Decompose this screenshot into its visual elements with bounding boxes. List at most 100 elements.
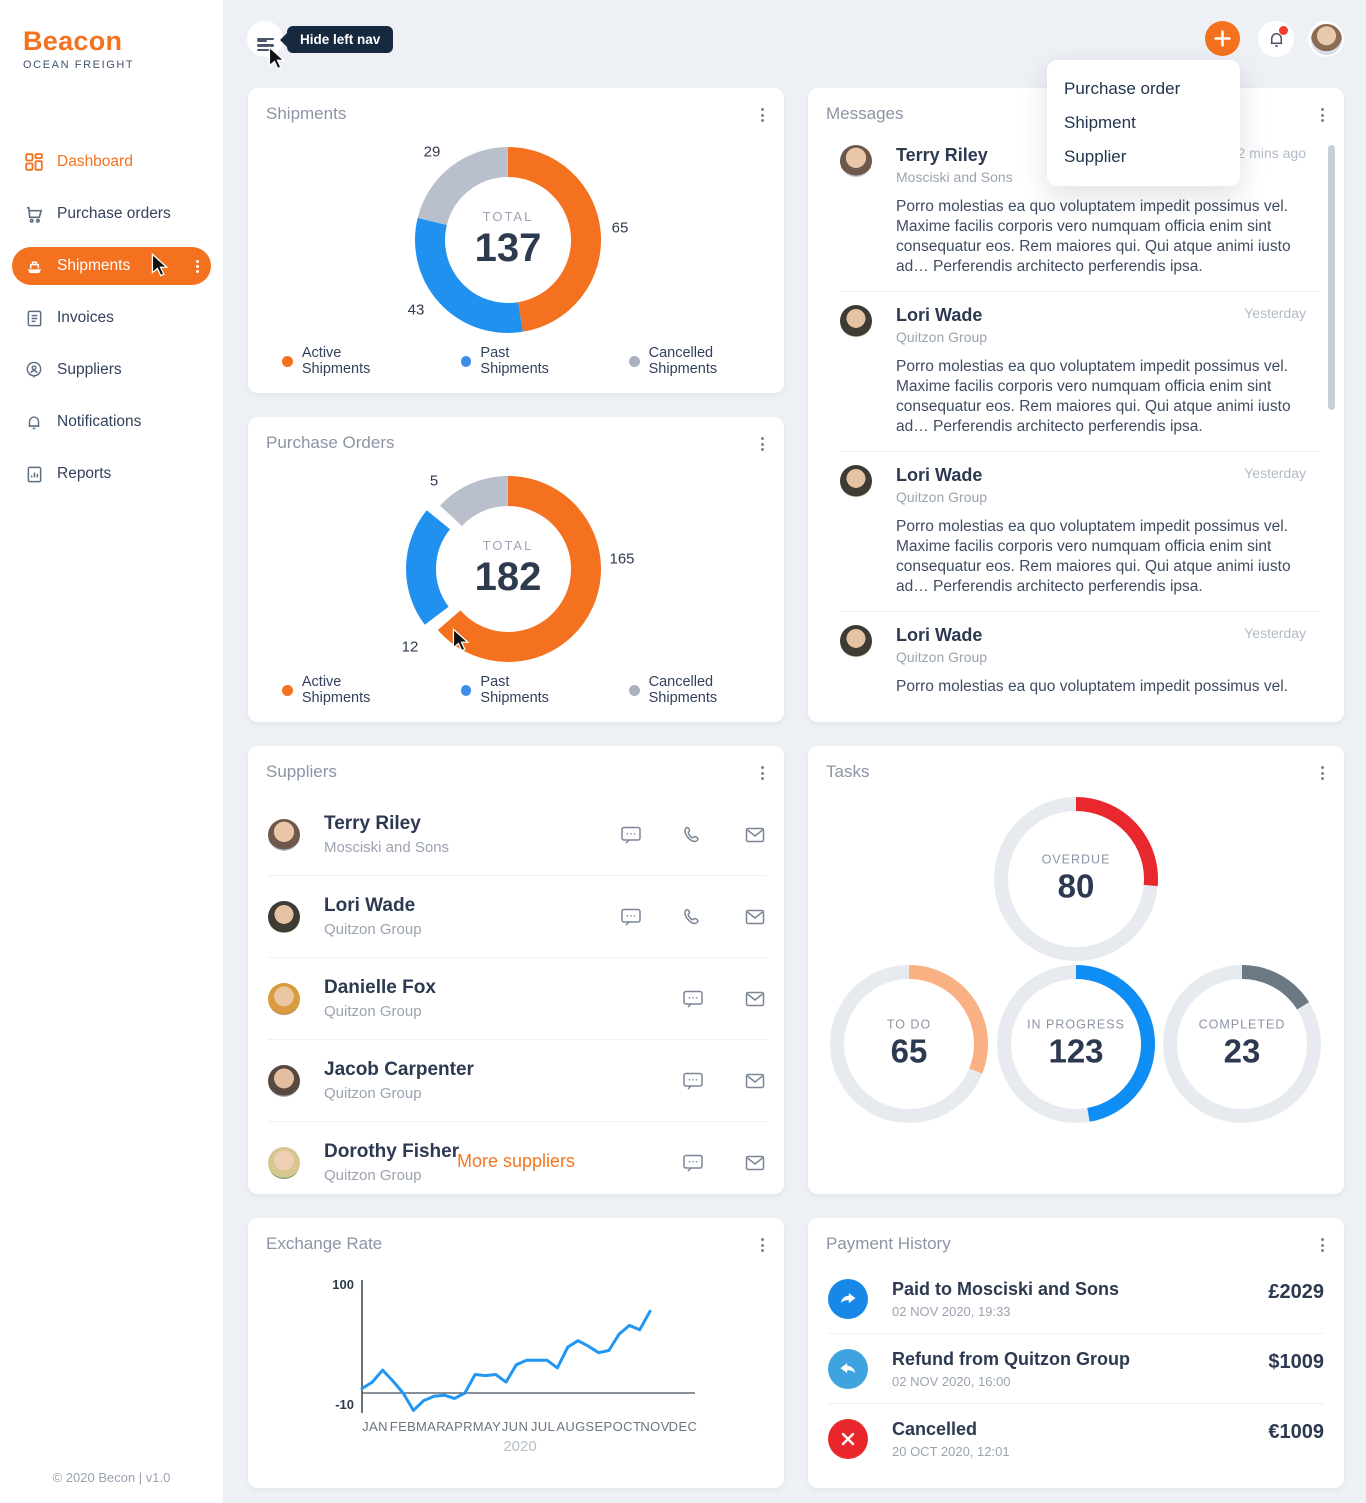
segment-value-cancelled: 29 xyxy=(423,143,441,161)
message-company: Quitzon Group xyxy=(896,329,988,345)
card-menu-icon[interactable] xyxy=(1317,104,1328,126)
sidebar-item-suppliers[interactable]: Suppliers xyxy=(12,351,211,389)
chart-legend: Active Shipments Past Shipments Cancelle… xyxy=(248,674,784,706)
avatar xyxy=(268,818,300,851)
suppliers-card: Suppliers Terry Riley Mosciski and Sons xyxy=(248,746,784,1194)
mail-icon[interactable] xyxy=(744,906,766,928)
brand-logo: Beacon OCEAN FREIGHT xyxy=(0,0,223,71)
payment-row[interactable]: Paid to Mosciski and Sons 02 NOV 2020, 1… xyxy=(828,1264,1324,1334)
mail-icon[interactable] xyxy=(744,988,766,1010)
supplier-row[interactable]: Lori Wade Quitzon Group xyxy=(268,876,766,958)
hide-nav-button[interactable] xyxy=(247,21,283,57)
supplier-row[interactable]: Terry Riley Mosciski and Sons xyxy=(268,794,766,876)
supplier-name: Jacob Carpenter xyxy=(324,1059,474,1080)
card-menu-icon[interactable] xyxy=(757,762,768,784)
mail-icon[interactable] xyxy=(744,1070,766,1092)
avatar xyxy=(268,1146,300,1179)
bell-icon xyxy=(1270,32,1282,47)
card-menu-icon[interactable] xyxy=(1317,1234,1328,1256)
menu-item-purchase-order[interactable]: Purchase order xyxy=(1064,79,1181,98)
sidebar-item-shipments[interactable]: Shipments xyxy=(12,247,211,285)
mail-icon[interactable] xyxy=(744,1152,766,1174)
svg-text:JUL: JUL xyxy=(531,1419,555,1434)
mail-icon[interactable] xyxy=(744,824,766,846)
svg-text:-10: -10 xyxy=(335,1397,354,1412)
more-suppliers-link[interactable]: More suppliers xyxy=(456,1151,576,1171)
legend-label: Cancelled Shipments xyxy=(648,674,718,706)
message-body: Porro molestias ea quo voluptatem impedi… xyxy=(896,358,1291,435)
tasks-gauges-chart xyxy=(830,797,1321,1123)
phone-icon[interactable] xyxy=(682,906,704,928)
svg-text:2020: 2020 xyxy=(503,1438,536,1455)
payment-amount: £2029 xyxy=(1268,1281,1324,1303)
message-body: Porro molestias ea quo voluptatem impedi… xyxy=(896,518,1291,595)
card-menu-icon[interactable] xyxy=(757,104,768,126)
sidebar-item-purchase-orders[interactable]: Purchase orders xyxy=(12,195,211,233)
message-item[interactable]: Terry Riley Mosciski and Sons 12 mins ag… xyxy=(840,132,1318,292)
sidebar-item-reports[interactable]: Reports xyxy=(12,455,211,493)
quick-add-button[interactable] xyxy=(1205,21,1240,56)
chat-icon[interactable] xyxy=(682,1070,704,1092)
card-menu-icon[interactable] xyxy=(757,1234,768,1256)
legend-dot-cancelled xyxy=(628,684,640,696)
svg-text:OCT: OCT xyxy=(613,1419,642,1434)
chat-icon[interactable] xyxy=(682,1152,704,1174)
message-time: Yesterday xyxy=(1244,465,1306,481)
payment-row[interactable]: Cancelled 20 OCT 2020, 12:01 €1009 xyxy=(828,1404,1324,1473)
sidebar-item-notifications[interactable]: Notifications xyxy=(12,403,211,441)
sidebar-item-dashboard[interactable]: Dashboard xyxy=(12,143,211,181)
scrollbar[interactable] xyxy=(1328,145,1335,410)
message-company: Quitzon Group xyxy=(896,489,988,505)
supplier-row[interactable]: Jacob Carpenter Quitzon Group xyxy=(268,1040,766,1122)
payment-row[interactable]: Refund from Quitzon Group 02 NOV 2020, 1… xyxy=(828,1334,1324,1404)
notification-badge xyxy=(1279,26,1288,35)
gauge-completed: COMPLETED 23 xyxy=(1198,1017,1286,1070)
svg-text:SEP: SEP xyxy=(585,1419,612,1434)
card-title: Exchange Rate xyxy=(266,1234,383,1253)
payment-date: 20 OCT 2020, 12:01 xyxy=(892,1444,1010,1459)
legend-label: Cancelled Shipments xyxy=(648,345,718,377)
card-menu-icon[interactable] xyxy=(1317,762,1328,784)
message-item[interactable]: Lori Wade Quitzon Group Yesterday Porro … xyxy=(840,292,1318,452)
card-menu-icon[interactable] xyxy=(757,433,768,455)
phone-icon[interactable] xyxy=(682,824,704,846)
legend-dot-cancelled xyxy=(628,355,640,367)
purchase-orders-card: Purchase Orders TOTAL 182 5 165 12 Activ… xyxy=(248,417,784,722)
segment-value-active: 65 xyxy=(611,219,629,237)
supplier-row[interactable]: Dorothy Fisher Quitzon Group xyxy=(268,1122,766,1203)
gauge-in-progress: IN PROGRESS 123 xyxy=(1027,1017,1125,1070)
menu-item-supplier[interactable]: Supplier xyxy=(1064,147,1127,166)
supplier-row[interactable]: Danielle Fox Quitzon Group xyxy=(268,958,766,1040)
message-sender: Lori Wade xyxy=(896,465,983,485)
sidebar-item-label: Dashboard xyxy=(57,153,133,170)
purchase-orders-donut-chart xyxy=(406,476,601,662)
donut-total: TOTAL 182 xyxy=(474,538,542,599)
sidebar-item-invoices[interactable]: Invoices xyxy=(12,299,211,337)
shipments-kebab-icon[interactable] xyxy=(196,259,199,273)
segment-value-past: 12 xyxy=(401,638,419,656)
user-avatar-button[interactable] xyxy=(1308,21,1344,57)
chat-icon[interactable] xyxy=(620,906,642,928)
avatar xyxy=(840,625,872,657)
dashboard-grid: Shipments TOTAL 137 29 65 43 Active Ship… xyxy=(248,88,1344,1488)
svg-text:JUN: JUN xyxy=(502,1419,528,1434)
menu-item-shipment[interactable]: Shipment xyxy=(1064,113,1136,132)
payment-list: Paid to Mosciski and Sons 02 NOV 2020, 1… xyxy=(828,1264,1324,1473)
card-title: Suppliers xyxy=(266,762,337,781)
shipments-card: Shipments TOTAL 137 29 65 43 Active Ship… xyxy=(248,88,784,393)
message-item[interactable]: Lori Wade Quitzon Group Yesterday Porro … xyxy=(840,452,1318,612)
supplier-company: Quitzon Group xyxy=(324,921,422,938)
notifications-button[interactable] xyxy=(1258,21,1294,57)
sidebar-item-label: Invoices xyxy=(57,309,114,326)
payment-amount: €1009 xyxy=(1268,1421,1324,1443)
card-title: Payment History xyxy=(826,1234,951,1253)
sidebar: Beacon OCEAN FREIGHT Dashboard Purchase … xyxy=(0,0,223,1503)
message-item[interactable]: Lori Wade Quitzon Group Yesterday Porro … xyxy=(840,612,1318,711)
avatar xyxy=(1310,23,1342,55)
refund-icon xyxy=(828,1349,868,1389)
chat-icon[interactable] xyxy=(682,988,704,1010)
message-sender: Lori Wade xyxy=(896,625,983,645)
supplier-company: Mosciski and Sons xyxy=(324,839,450,856)
exchange-rate-card: Exchange Rate 100 -10 JAN FEB MAR APR MAY JUN JU… xyxy=(248,1218,784,1488)
chat-icon[interactable] xyxy=(620,824,642,846)
